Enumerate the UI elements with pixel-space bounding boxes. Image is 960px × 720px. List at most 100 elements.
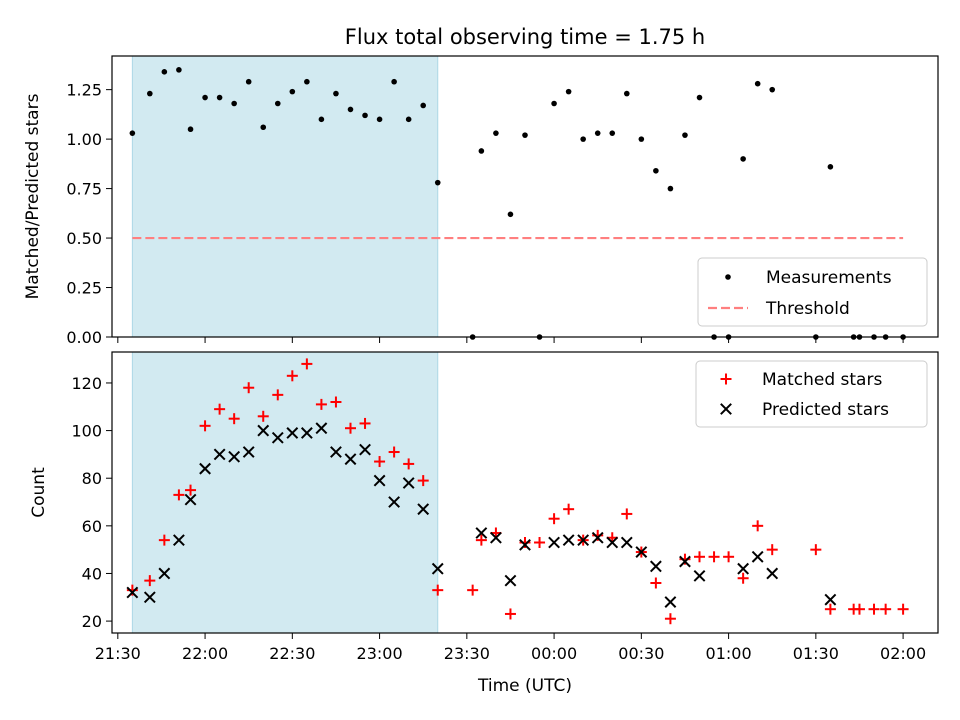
y-tick-label: 40 bbox=[82, 564, 102, 583]
legend-threshold-label: Threshold bbox=[765, 299, 850, 319]
measurement-point bbox=[493, 130, 499, 136]
matched-star-point bbox=[868, 603, 880, 615]
x-tick-label: 22:00 bbox=[182, 644, 228, 663]
y-tick-label: 20 bbox=[82, 612, 102, 631]
measurement-point bbox=[202, 94, 208, 101]
bottom-y-ticks: 20 40 60 80 100 120 bbox=[71, 374, 112, 631]
matched-star-point bbox=[173, 489, 185, 501]
legend-measurements-marker bbox=[725, 274, 731, 280]
bottom-panel: 20 40 60 80 100 120 21:30 22:00 22:30 23:00 23:30… bbox=[29, 351, 939, 696]
measurement-point bbox=[333, 90, 339, 97]
matched-star-point bbox=[853, 603, 865, 615]
matched-star-point bbox=[810, 544, 822, 556]
top-panel: 0.00 0.25 0.50 0.75 1.00 1.25 Matched/Predict… bbox=[23, 55, 939, 347]
matched-star-point bbox=[228, 413, 240, 425]
measurement-point bbox=[754, 80, 761, 87]
predicted-star-point bbox=[388, 496, 401, 508]
predicted-star-point bbox=[257, 424, 270, 437]
legend-measurements-label: Measurements bbox=[766, 268, 892, 288]
top-legend-box bbox=[697, 257, 928, 327]
measurement-point bbox=[522, 132, 528, 138]
predicted-star-point bbox=[172, 534, 185, 547]
predicted-star-point bbox=[271, 431, 284, 444]
matched-star-point bbox=[766, 544, 778, 556]
matched-star-point bbox=[475, 534, 487, 546]
matched-star-point bbox=[330, 396, 342, 408]
y-tick-label: 0.25 bbox=[66, 279, 102, 298]
measurement-point bbox=[594, 130, 601, 136]
matched-stars-points bbox=[126, 358, 909, 625]
matched-star-point bbox=[388, 446, 400, 458]
measurement-point bbox=[274, 100, 281, 107]
measurement-point bbox=[161, 69, 168, 75]
predicted-star-point bbox=[606, 536, 619, 549]
bottom-axes-frame bbox=[111, 351, 939, 634]
matched-star-point bbox=[504, 608, 516, 620]
legend-matched-label: Matched stars bbox=[762, 370, 882, 390]
y-tick-label: 120 bbox=[71, 374, 102, 393]
matched-star-point bbox=[752, 520, 764, 532]
predicted-star-point bbox=[359, 443, 371, 456]
matched-star-point bbox=[897, 603, 909, 615]
x-tick-label: 02:00 bbox=[880, 644, 926, 663]
bottom-highlight-span bbox=[131, 351, 439, 634]
matched-star-point bbox=[214, 403, 226, 415]
measurement-point bbox=[682, 132, 688, 138]
y-tick-label: 80 bbox=[82, 469, 102, 488]
y-tick-label: 0.50 bbox=[66, 229, 102, 248]
predicted-star-point bbox=[300, 427, 313, 439]
matched-star-point bbox=[301, 358, 313, 370]
measurement-point bbox=[420, 102, 427, 109]
measurement-point bbox=[551, 100, 557, 107]
predicted-star-point bbox=[417, 503, 430, 516]
predicted-star-point bbox=[504, 574, 517, 587]
legend-predicted-label: Predicted stars bbox=[762, 400, 889, 420]
x-tick-label: 21:30 bbox=[95, 644, 141, 663]
measurement-point bbox=[362, 112, 368, 119]
matched-star-point bbox=[679, 553, 691, 565]
predicted-star-point bbox=[562, 534, 575, 547]
x-tick-label: 23:30 bbox=[444, 644, 490, 663]
y-tick-label: 100 bbox=[71, 422, 102, 441]
predicted-star-point bbox=[548, 536, 560, 549]
y-tick-label: 60 bbox=[82, 517, 102, 536]
top-highlight-span bbox=[131, 55, 439, 338]
measurement-point bbox=[176, 67, 182, 73]
matched-star-point bbox=[467, 584, 479, 596]
matched-star-point bbox=[824, 603, 836, 615]
measurement-point bbox=[696, 94, 703, 101]
predicted-star-point bbox=[228, 450, 241, 463]
matched-star-point bbox=[374, 456, 386, 468]
measurement-point bbox=[216, 94, 223, 101]
predicted-stars-points bbox=[126, 422, 837, 608]
measurement-point bbox=[391, 78, 397, 85]
matched-star-point bbox=[723, 551, 735, 563]
matched-star-point bbox=[621, 508, 633, 520]
matched-star-point bbox=[592, 529, 604, 541]
top-axes-frame bbox=[111, 55, 939, 338]
measurement-point bbox=[653, 167, 659, 174]
top-y-ticks: 0.00 0.25 0.50 0.75 1.00 1.25 bbox=[66, 81, 112, 347]
measurement-point bbox=[740, 156, 746, 162]
y-tick-label: 1.25 bbox=[66, 81, 102, 100]
predicted-star-point bbox=[199, 462, 211, 475]
top-legend: Measurements Threshold bbox=[697, 257, 928, 327]
predicted-star-point bbox=[635, 546, 648, 558]
x-axis-label: Time (UTC) bbox=[477, 676, 572, 696]
bottom-legend-box bbox=[695, 360, 928, 428]
measurement-point bbox=[623, 90, 630, 97]
matched-star-point bbox=[534, 537, 546, 549]
measurement-point bbox=[347, 106, 354, 113]
x-tick-label: 00:30 bbox=[618, 644, 664, 663]
measurement-point bbox=[231, 100, 237, 107]
measurement-point bbox=[434, 179, 441, 186]
bottom-legend: Matched stars Predicted stars bbox=[695, 360, 928, 428]
predicted-star-point bbox=[577, 534, 590, 547]
y-tick-label: 1.00 bbox=[66, 130, 102, 149]
predicted-star-point bbox=[315, 422, 328, 435]
matched-star-point bbox=[243, 382, 255, 394]
matched-star-point bbox=[708, 551, 720, 563]
predicted-star-point bbox=[431, 562, 444, 575]
measurement-point bbox=[667, 185, 674, 192]
